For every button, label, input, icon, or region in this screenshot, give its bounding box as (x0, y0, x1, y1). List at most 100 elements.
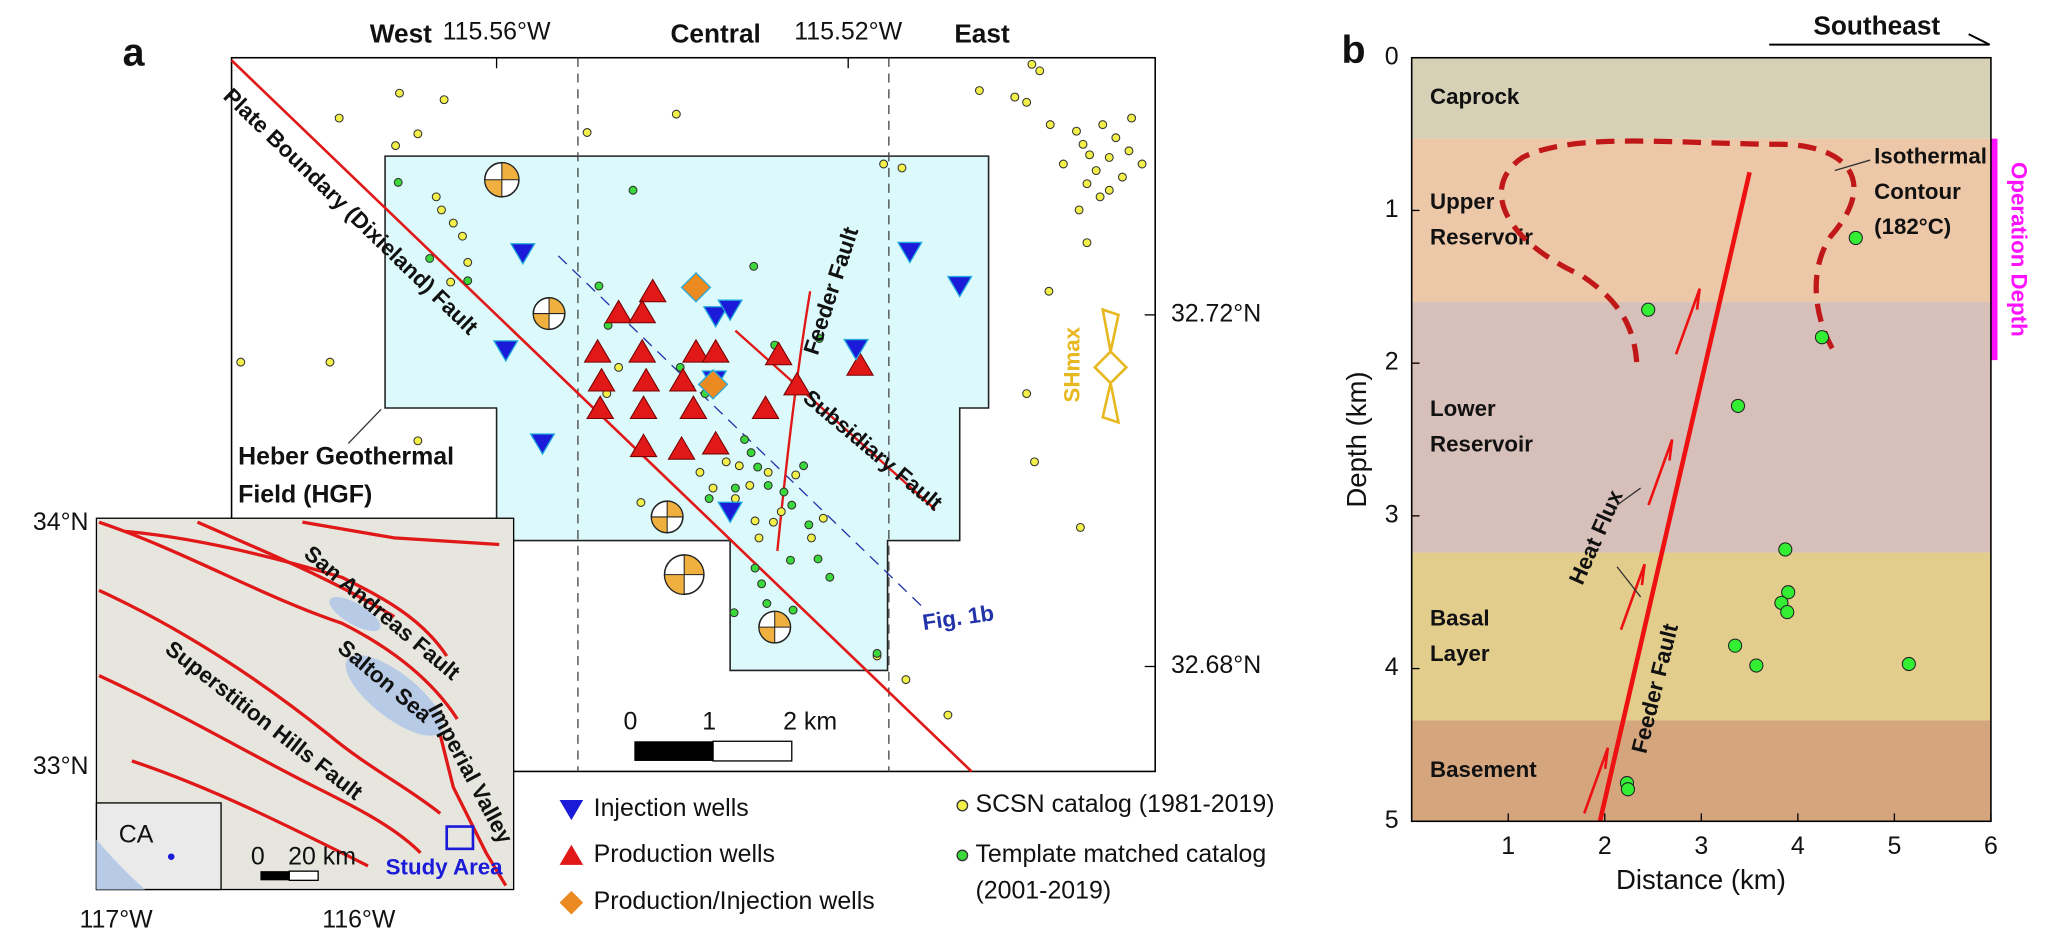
matched-event (393, 177, 403, 187)
stress-label: SHmax (1060, 326, 1085, 402)
fault-trace (196, 520, 396, 619)
region-label: Central (671, 18, 761, 48)
matched-event (594, 281, 604, 291)
scsn-event (636, 498, 646, 507)
legend-label: SCSN catalog (1981-2019) (975, 790, 1274, 818)
scale-bar (712, 740, 793, 762)
field-label: Field (HGF) (238, 481, 372, 509)
production-well (701, 430, 730, 455)
fault-trace (98, 520, 459, 720)
panel-label: b (1341, 28, 1365, 72)
inset-faults (98, 520, 508, 887)
matched-event (425, 253, 435, 263)
fault-trace (438, 734, 508, 887)
scsn-event (1035, 66, 1045, 76)
event (1781, 585, 1796, 600)
scsn-event (1074, 205, 1084, 215)
scsn-event (1111, 133, 1121, 143)
event (1780, 604, 1795, 620)
x-tick-label: 2 (1598, 832, 1612, 860)
scsn-event (448, 218, 458, 228)
scsn-event (1072, 126, 1081, 136)
legend-marker (559, 844, 584, 865)
event (1641, 302, 1656, 317)
focal-mechanism-fill (532, 297, 566, 330)
scsn-event (1010, 92, 1020, 102)
focal-mechanism-fill (758, 610, 791, 644)
focal-mechanism-fill (663, 554, 705, 595)
scsn-event (791, 470, 801, 480)
scsn-event (325, 357, 335, 367)
fault-trace (131, 759, 369, 868)
legend: Injection wells Production wells Productio… (559, 790, 1275, 915)
layer (1411, 302, 1991, 553)
scsn-event (1030, 457, 1039, 467)
legend-marker (956, 799, 969, 812)
scsn-event (708, 483, 718, 493)
fault-trace (98, 674, 422, 854)
event (1901, 656, 1916, 672)
scsn-event (1027, 59, 1037, 69)
study-area-label: Study Area (386, 854, 503, 879)
isotherm (1498, 138, 1857, 363)
scsn-event (897, 163, 907, 173)
lat-tick-label: 32.72°N (1171, 299, 1261, 327)
slip-arrow (1674, 288, 1701, 355)
matched-event (740, 435, 750, 444)
scsn-event (463, 257, 473, 267)
layer-label: Reservoir (1430, 432, 1533, 457)
matched-event (813, 554, 823, 564)
legend-label: Template matched catalog (975, 840, 1266, 868)
matched-event (825, 572, 835, 582)
slip-arrow (1619, 563, 1646, 631)
legend-marker (956, 849, 969, 862)
lon-tick-label: 115.56°W (443, 17, 551, 45)
x-tick-label: 6 (1984, 832, 1998, 860)
scsn-event (1022, 97, 1032, 107)
scsn-event (431, 192, 441, 202)
scale-label: 0 (623, 707, 637, 735)
x-tick-label: 5 (1887, 832, 1901, 860)
slip-arrow (1582, 747, 1610, 814)
scale-bar (260, 871, 290, 881)
scsn-event (1044, 286, 1054, 296)
production-well (604, 299, 633, 324)
legend-label: Production wells (594, 840, 775, 868)
production-well (667, 435, 696, 460)
scsn-event (901, 675, 911, 685)
production-well (638, 278, 667, 303)
scsn-event (1078, 139, 1088, 149)
lon-tick-label: 117°W (80, 906, 154, 934)
layer-label: Basement (1430, 757, 1537, 782)
injection-well (843, 338, 870, 361)
operation-depth-label: Operation Depth (2006, 162, 2031, 337)
scsn-event (1082, 238, 1092, 248)
layer-label: Layer (1430, 641, 1490, 666)
slip-arrow (1647, 439, 1674, 506)
production-well (845, 351, 875, 376)
field-label: Heber Geothermal (238, 442, 454, 470)
scsn-event (334, 113, 344, 123)
prod-inj-well (697, 369, 729, 400)
injection-well (529, 433, 556, 456)
matched-event (804, 520, 814, 530)
scsn-event (763, 467, 773, 477)
scsn-event (806, 533, 816, 543)
scsn-event (1104, 152, 1114, 162)
scsn-event (730, 494, 740, 504)
scsn-event (437, 205, 446, 215)
region-label: East (954, 18, 1010, 48)
scale-bar (634, 741, 714, 761)
map-panel: a West Central East 115.56°W 115.52°W 32… (123, 17, 1261, 773)
injection-well (946, 275, 973, 298)
production-well (629, 395, 658, 420)
matched-event (779, 487, 789, 497)
scsn-event (974, 86, 984, 95)
fault-trace (125, 529, 449, 657)
scsn-event (721, 457, 731, 467)
matched-event (787, 500, 797, 510)
layer-label: Basal (1430, 605, 1489, 630)
matched-event (788, 605, 798, 615)
scsn-event (943, 710, 953, 720)
scsn-event (750, 516, 760, 526)
